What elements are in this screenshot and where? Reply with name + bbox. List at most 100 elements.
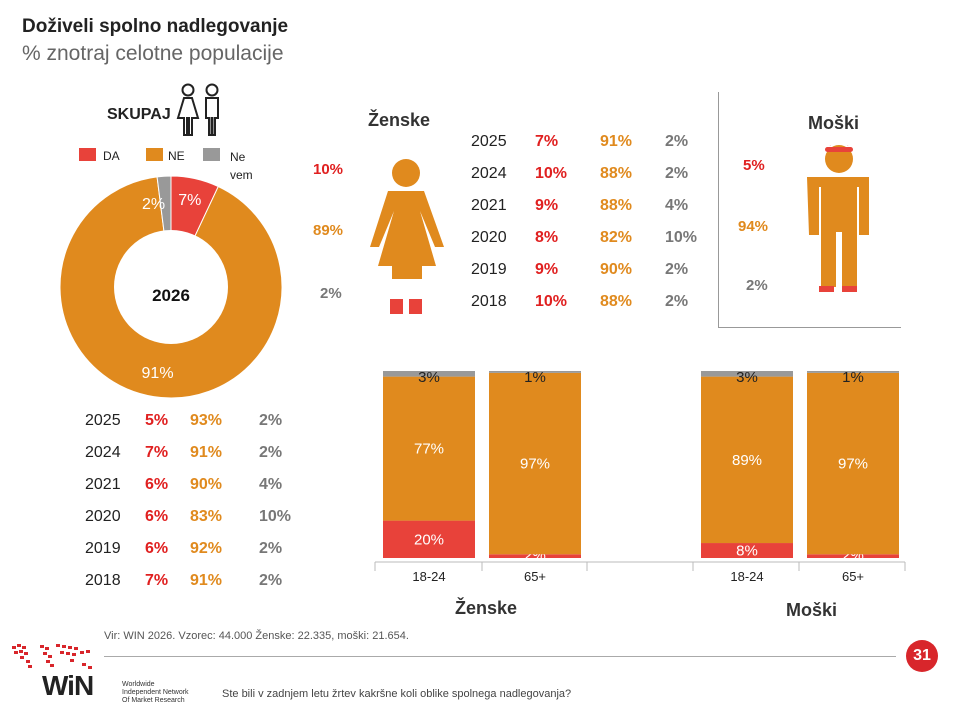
donut-label: 2% — [142, 196, 165, 213]
da-cell: 6% — [145, 540, 169, 557]
men-chart-label: Moški — [786, 600, 838, 620]
page-title: Doživeli spolno nadlegovanje — [22, 16, 289, 37]
section-divider — [718, 92, 719, 328]
bar-segment-ne — [701, 376, 793, 544]
source-note: Vir: WIN 2026. Vzorec: 44.000 Ženske: 22… — [104, 630, 409, 642]
da-cell: 5% — [145, 412, 169, 429]
year-cell: 2018 — [85, 572, 121, 589]
woman-icon — [370, 159, 444, 314]
nevem-cell: 2% — [259, 572, 283, 589]
nevem-cell: 10% — [259, 508, 292, 525]
bar-label: 8% — [736, 543, 758, 560]
total-label: SKUPAJ — [107, 106, 171, 123]
year-cell: 2020 — [471, 229, 507, 246]
da-cell: 9% — [535, 261, 559, 278]
donut-label: 7% — [178, 192, 201, 209]
x-tick-label: 65+ — [524, 569, 546, 584]
man-icon — [807, 145, 869, 292]
legend-ne-label: NE — [168, 149, 185, 163]
da-cell: 10% — [535, 165, 568, 182]
year-cell: 2020 — [85, 508, 121, 525]
nevem-cell: 2% — [665, 261, 689, 278]
nevem-cell: 4% — [259, 476, 283, 493]
bar-segment-ne — [383, 376, 475, 521]
men-label: Moški — [808, 113, 860, 133]
win-logo-tagline: Worldwide Independent Network Of Market … — [122, 681, 189, 704]
ne-cell: 88% — [600, 197, 633, 214]
da-cell: 7% — [145, 444, 169, 461]
nevem-cell: 2% — [259, 444, 283, 461]
bar-label: 97% — [520, 456, 550, 473]
year-cell: 2018 — [471, 293, 507, 310]
donut-label: 91% — [142, 365, 174, 382]
da-cell: 6% — [145, 508, 169, 525]
bar-label: 89% — [732, 452, 762, 469]
da-cell: 9% — [535, 197, 559, 214]
legend-nevem-label: Ne vem — [230, 150, 253, 182]
section-divider-bottom — [718, 327, 901, 328]
couple-icon — [176, 83, 219, 136]
ne-cell: 91% — [190, 572, 223, 589]
da-cell: 7% — [145, 572, 169, 589]
page-number-badge: 31 — [906, 640, 938, 672]
x-tick-label: 18-24 — [730, 569, 763, 584]
ne-cell: 90% — [190, 476, 223, 493]
ne-cell: 93% — [190, 412, 223, 429]
legend-nevem-swatch — [203, 148, 220, 161]
bar-label: 77% — [414, 441, 444, 458]
ne-cell: 83% — [190, 508, 223, 525]
total-year-table: 2025 5% 93% 2% 2024 7% 91% 2% 2021 6% 90% 4% 2020 6% 8… — [85, 412, 295, 602]
bar-segment-da — [701, 543, 793, 558]
total-donut-chart: 7% 91% 2% 2026 — [60, 176, 282, 398]
legend-da-swatch — [79, 148, 96, 161]
donut-center-label: 2026 — [152, 286, 190, 305]
bar-label: 3% — [736, 369, 758, 386]
x-tick-label: 18-24 — [412, 569, 445, 584]
legend-ne-swatch — [146, 148, 163, 161]
da-cell: 7% — [535, 133, 559, 150]
legend-da-label: DA — [103, 149, 120, 163]
women-da: 10% — [313, 161, 344, 178]
win-logo: WiN — [42, 670, 94, 701]
bar-label: 1% — [524, 369, 546, 386]
bar-segment-ne-vem — [383, 371, 475, 377]
year-cell: 2025 — [85, 412, 121, 429]
survey-question: Ste bili v zadnjem letu žrtev kakršne ko… — [222, 688, 572, 700]
footer-line — [104, 656, 896, 657]
women-year-table: 2025 7% 91% 2% 2024 10% 88% 2% 2021 9% 88% 4% 2020 8%… — [471, 133, 711, 323]
bar-segment-da — [489, 554, 581, 558]
year-cell: 2021 — [85, 476, 121, 493]
bar-label: 20% — [414, 531, 444, 548]
bar-segment-ne-vem — [701, 371, 793, 377]
nevem-cell: 2% — [665, 133, 689, 150]
x-tick-label: 65+ — [842, 569, 864, 584]
ne-cell: 90% — [600, 261, 633, 278]
year-cell: 2025 — [471, 133, 507, 150]
year-cell: 2019 — [85, 540, 121, 557]
age-stacked-bar-chart: 20%77%3%2%97%1%8%89%3%2%97%1% 18-24 65+ 18… — [374, 369, 906, 584]
bar-segment-ne — [807, 372, 899, 555]
women-ne: 89% — [313, 222, 344, 239]
nevem-cell: 2% — [665, 293, 689, 310]
bar-segment-da — [807, 554, 899, 558]
world-map-icon — [12, 644, 92, 669]
ne-cell: 82% — [600, 229, 633, 246]
page-subtitle: % znotraj celotne populacije — [22, 42, 284, 65]
year-cell: 2024 — [471, 165, 507, 182]
bar-segment-da — [383, 520, 475, 558]
nevem-cell: 2% — [665, 165, 689, 182]
nevem-cell: 2% — [259, 412, 283, 429]
nevem-cell: 4% — [665, 197, 689, 214]
ne-cell: 91% — [190, 444, 223, 461]
women-nevem: 2% — [320, 285, 342, 302]
women-chart-label: Ženske — [455, 598, 518, 618]
bar-segment-ne-vem — [807, 371, 899, 373]
bar-segment-ne — [489, 372, 581, 555]
bar-label: 1% — [842, 369, 864, 386]
men-nevem: 2% — [746, 277, 768, 294]
nevem-cell: 10% — [665, 229, 698, 246]
year-cell: 2019 — [471, 261, 507, 278]
da-cell: 6% — [145, 476, 169, 493]
da-cell: 8% — [535, 229, 559, 246]
ne-cell: 88% — [600, 165, 633, 182]
